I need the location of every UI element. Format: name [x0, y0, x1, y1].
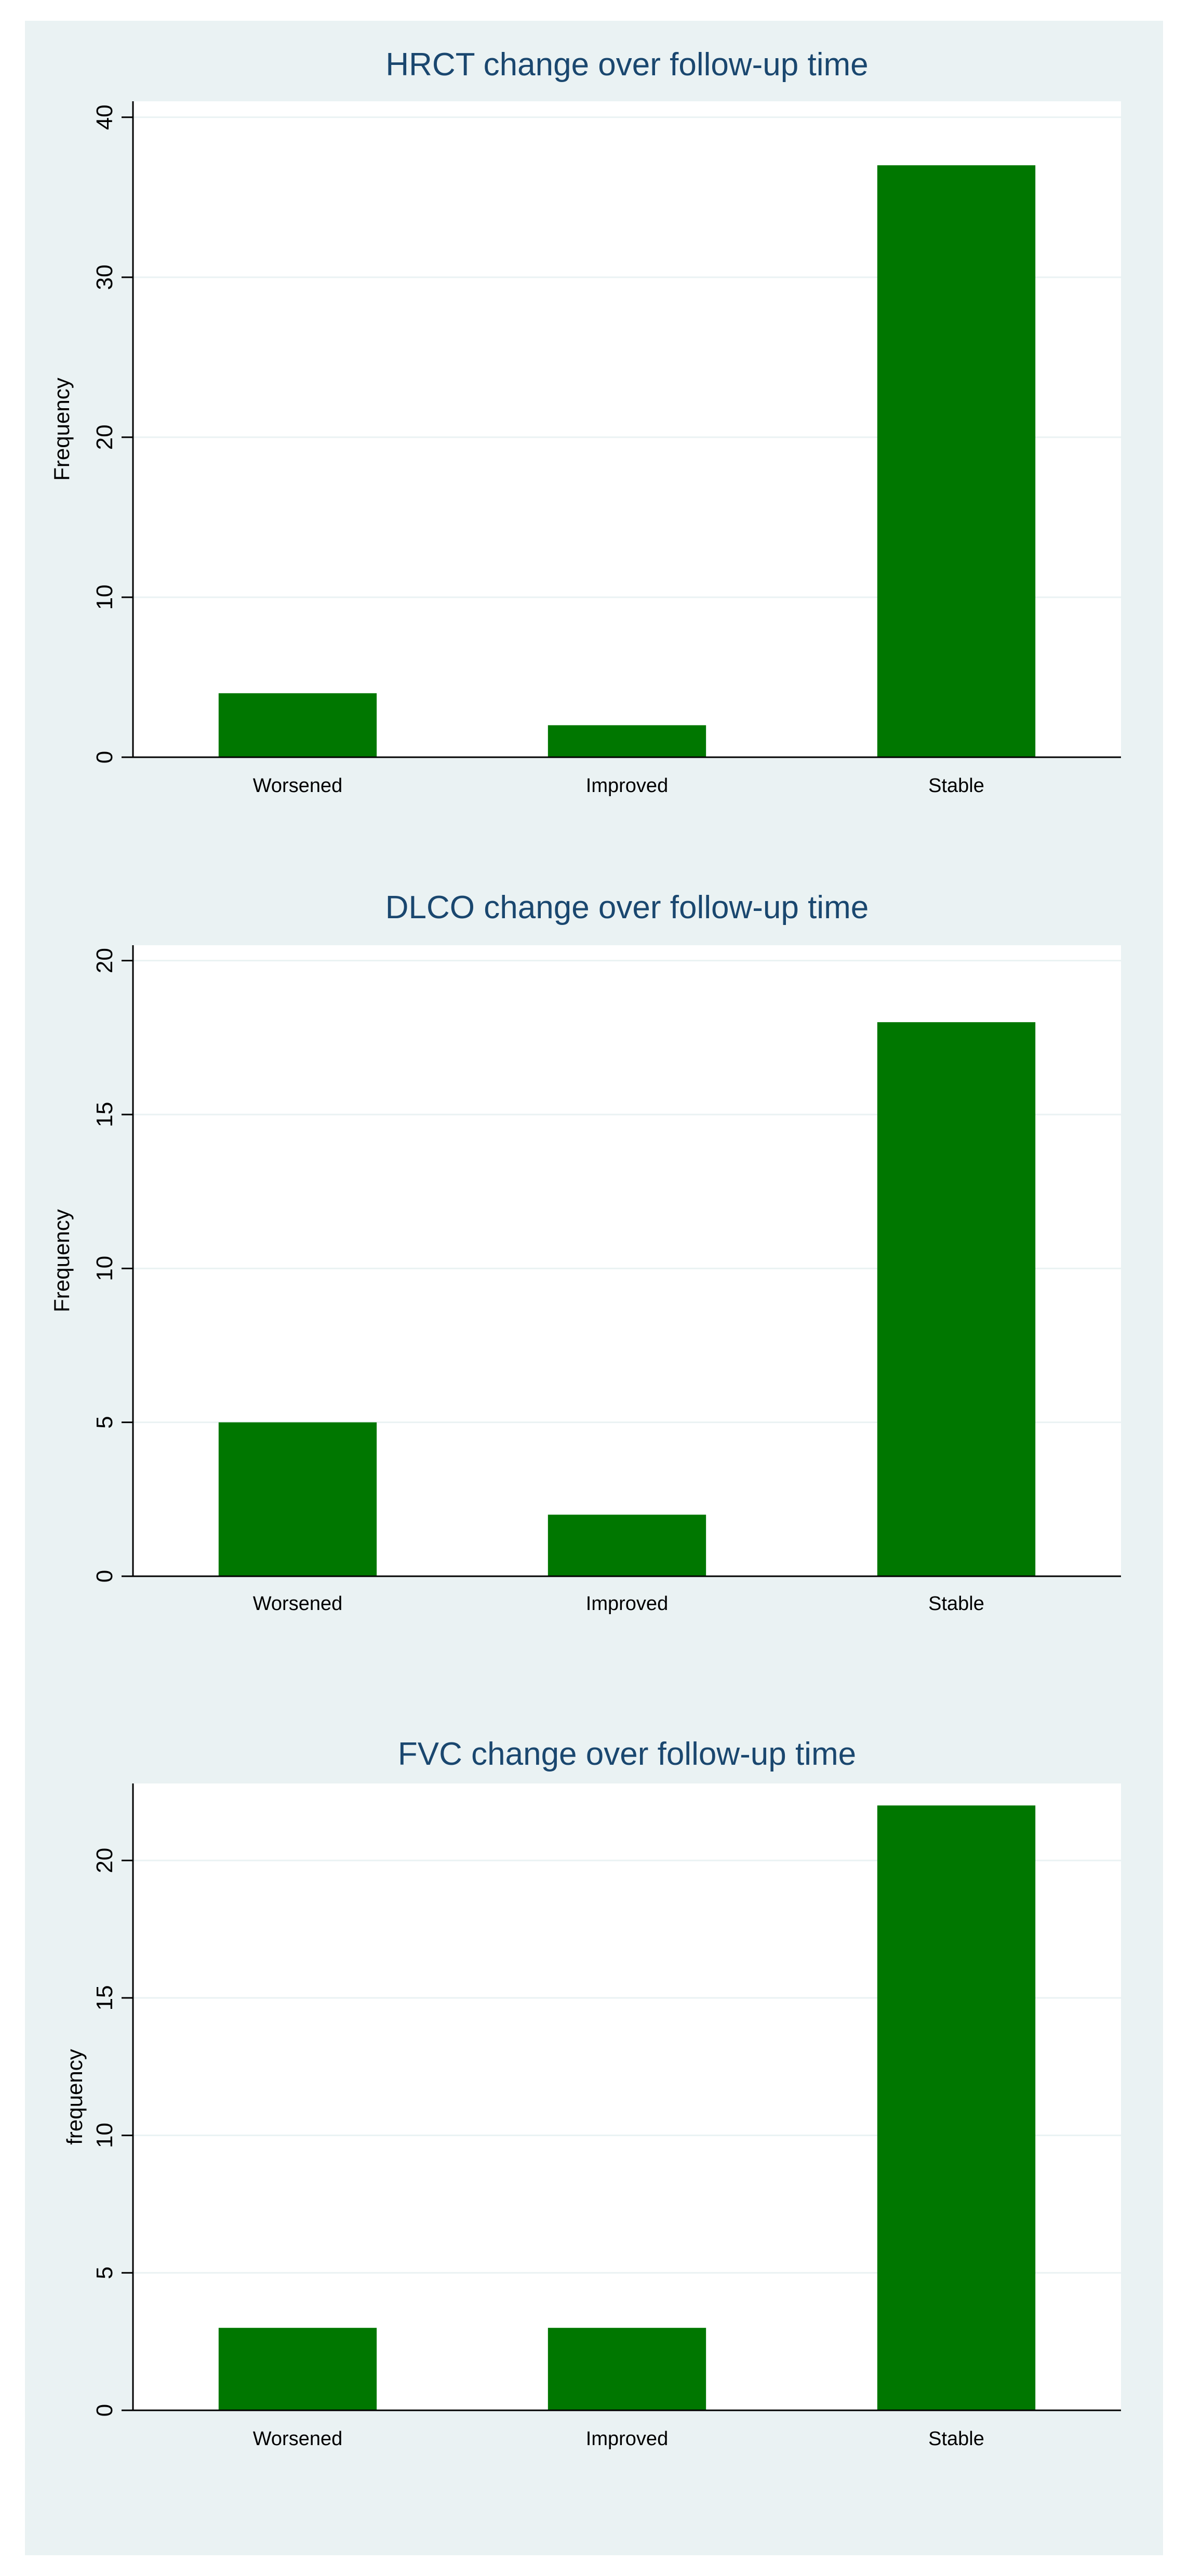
bar-worsened — [218, 693, 377, 757]
chart-hrct: HRCT change over follow-up time 0 10 20 30 40… — [49, 47, 1121, 797]
bar-stable — [877, 1022, 1036, 1576]
y-tick-label: 20 — [92, 948, 117, 973]
chart-panel-fvc: FVC change over follow-up time 0 5 10 15 20 fr… — [25, 1724, 1163, 2555]
bar-improved — [548, 725, 706, 757]
bar-stable — [877, 1805, 1036, 2410]
y-tick-label: 5 — [92, 2266, 117, 2279]
bar-worsened — [218, 1422, 377, 1576]
x-tick-label: Improved — [586, 2428, 668, 2450]
y-axis-label: Frequency — [49, 1209, 74, 1312]
y-tick-label: 10 — [92, 1256, 117, 1281]
y-tick-label: 10 — [92, 584, 117, 610]
y-tick-label: 30 — [92, 264, 117, 290]
x-tick-label: Stable — [928, 775, 984, 797]
x-tick-label: Improved — [586, 1593, 668, 1615]
x-tick-label: Worsened — [253, 1593, 343, 1615]
x-tick-label: Stable — [928, 2428, 984, 2450]
chart-title: FVC change over follow-up time — [398, 1736, 856, 1772]
y-tick-label: 40 — [92, 104, 117, 130]
y-tick-label: 0 — [92, 1570, 117, 1582]
y-axis-label: Frequency — [49, 378, 74, 480]
chart-title: DLCO change over follow-up time — [385, 890, 869, 925]
x-tick-label: Stable — [928, 1593, 984, 1615]
y-tick-label: 0 — [92, 751, 117, 763]
chart-panel-hrct: HRCT change over follow-up time 0 10 20 30 40… — [25, 21, 1163, 873]
y-tick-label: 10 — [92, 2123, 117, 2148]
bar-improved — [548, 2328, 706, 2410]
x-tick-label: Improved — [586, 775, 668, 797]
chart-panel-dlco: DLCO change over follow-up time 0 5 10 15 20 F… — [25, 873, 1163, 1724]
bar-stable — [877, 165, 1036, 758]
y-tick-label: 15 — [92, 1102, 117, 1127]
y-tick-label: 5 — [92, 1416, 117, 1428]
chart-title: HRCT change over follow-up time — [385, 47, 868, 83]
bar-improved — [548, 1514, 706, 1576]
chart-dlco: DLCO change over follow-up time 0 5 10 15 20 F… — [49, 890, 1121, 1615]
y-tick-label: 0 — [92, 2404, 117, 2417]
y-tick-label: 20 — [92, 1848, 117, 1873]
bar-worsened — [218, 2328, 377, 2410]
chart-fvc: FVC change over follow-up time 0 5 10 15 20 fr… — [62, 1736, 1121, 2450]
y-tick-label: 20 — [92, 424, 117, 450]
x-tick-label: Worsened — [253, 775, 343, 797]
y-axis-label: frequency — [62, 2049, 87, 2144]
x-tick-label: Worsened — [253, 2428, 343, 2450]
y-tick-label: 15 — [92, 1985, 117, 2010]
